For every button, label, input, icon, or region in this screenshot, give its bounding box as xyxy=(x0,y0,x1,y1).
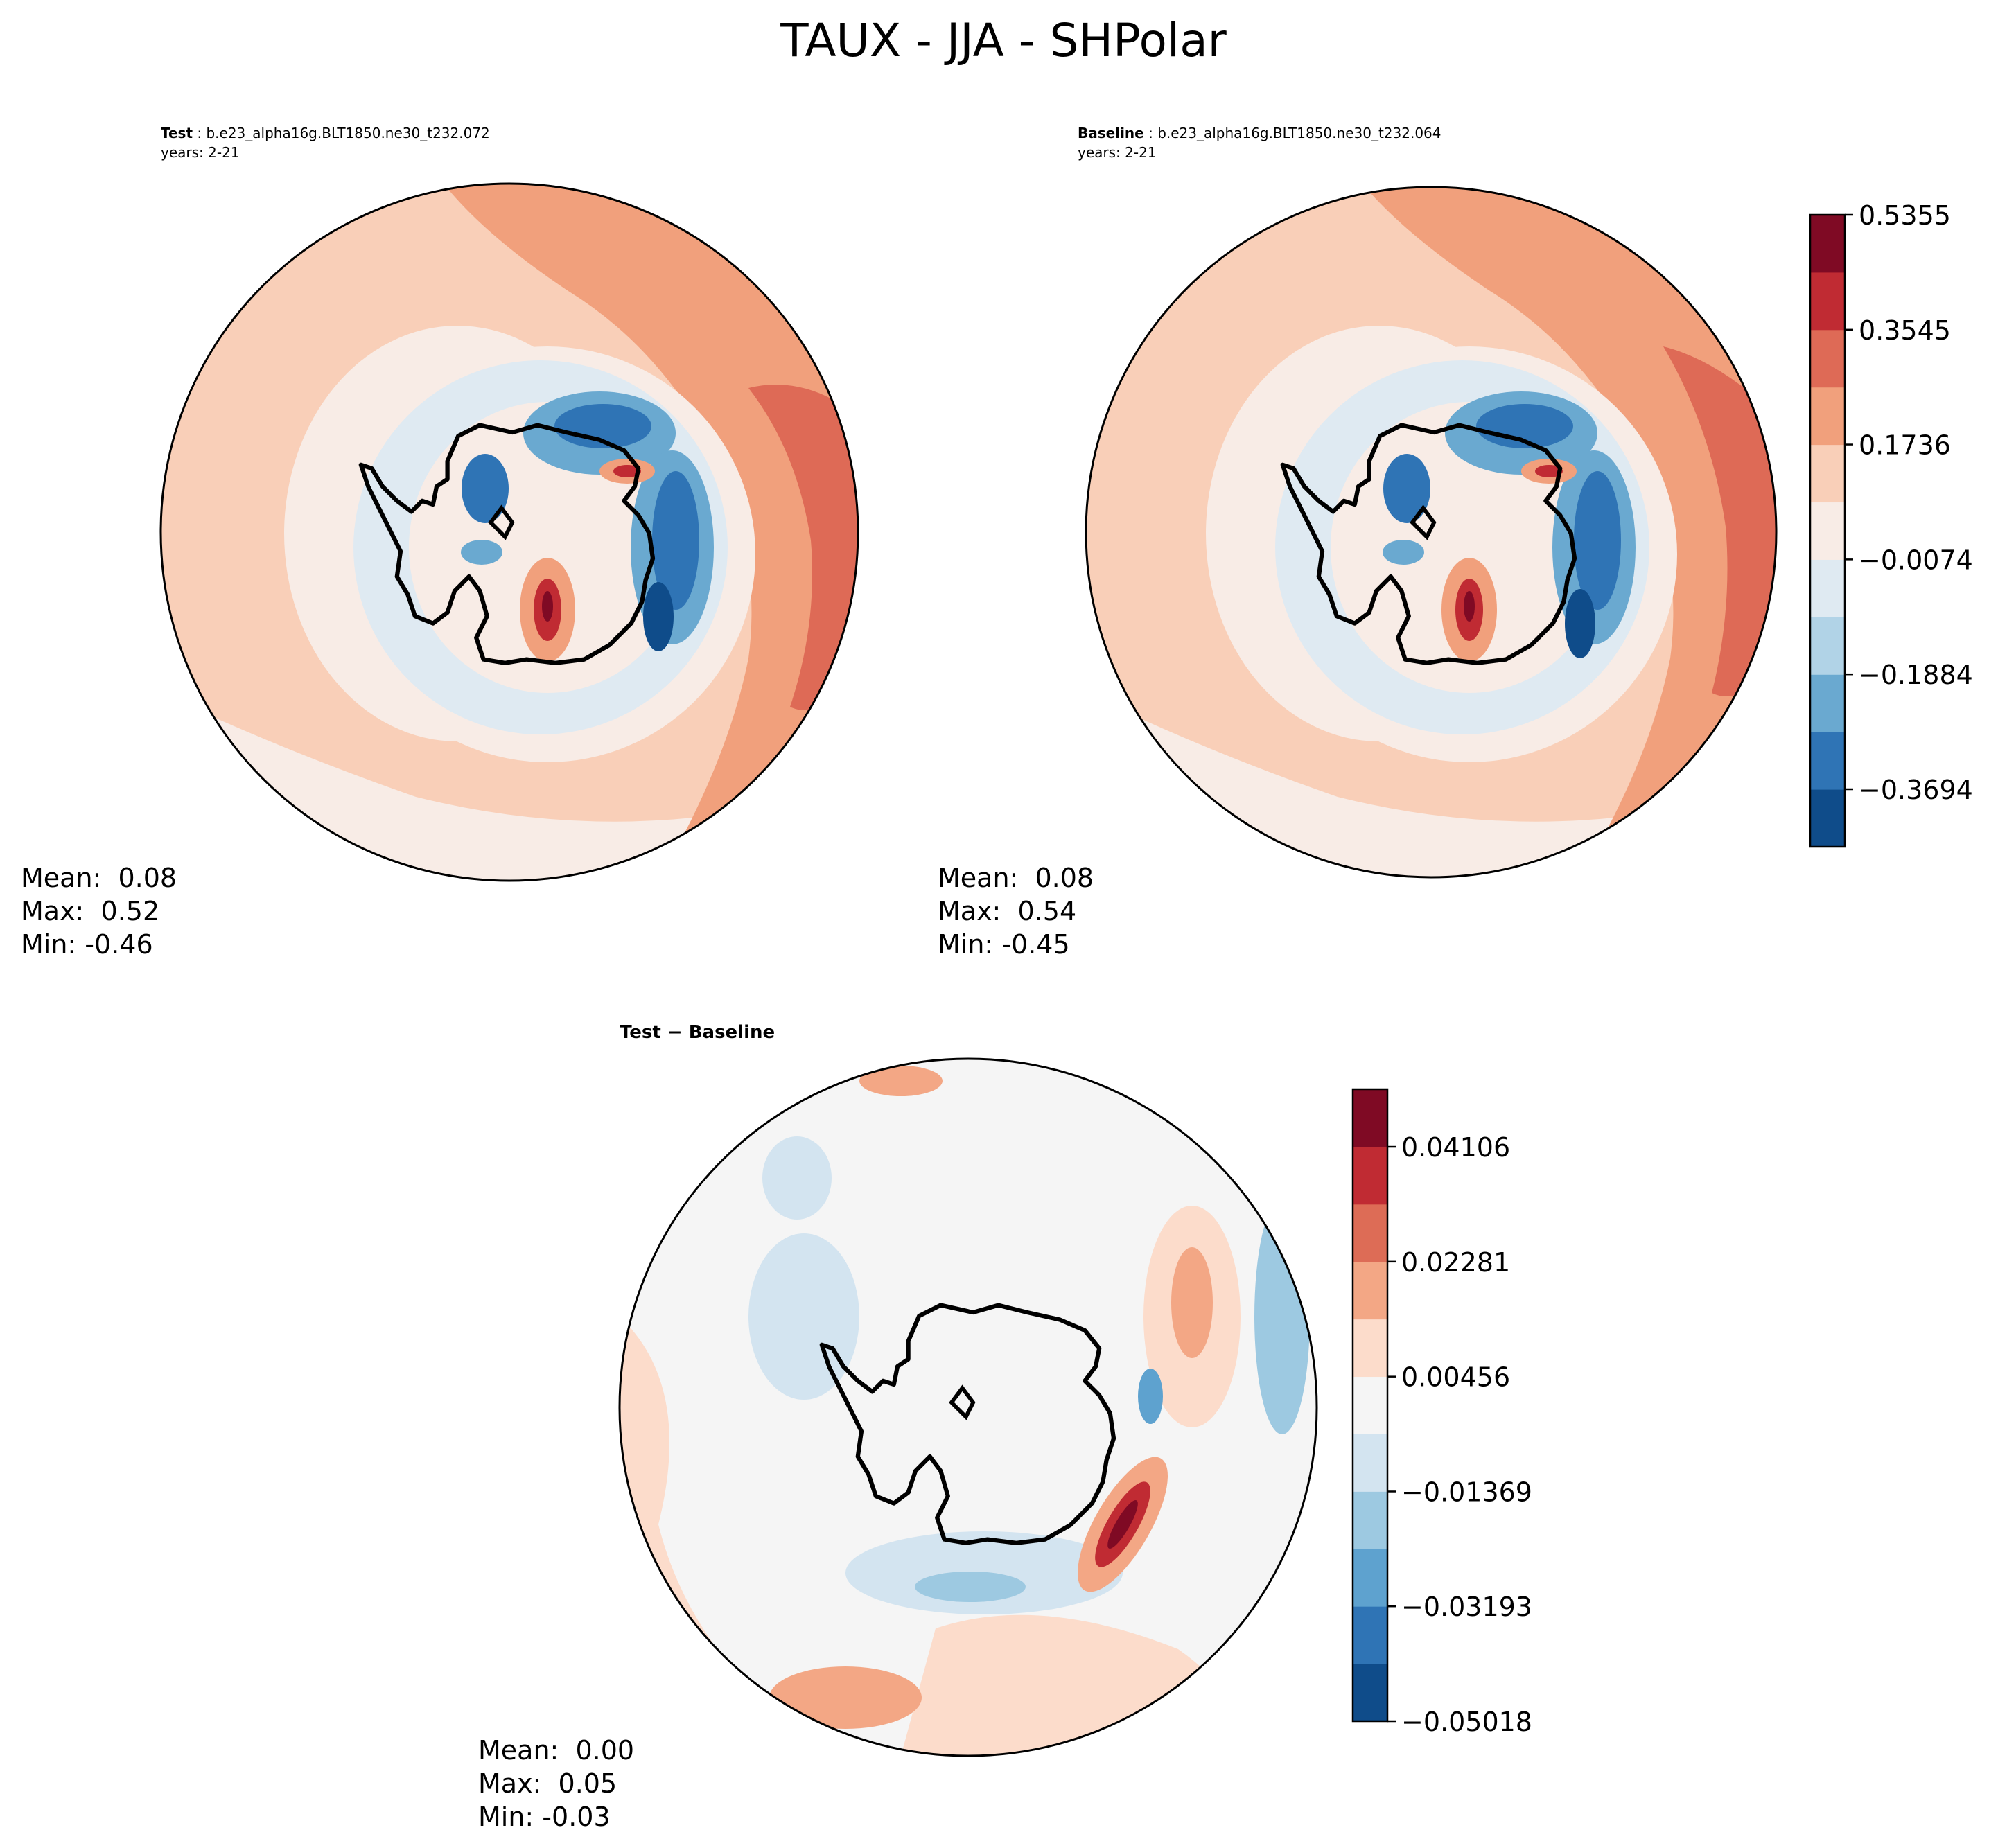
diff-field-band xyxy=(1138,1369,1163,1424)
diff-map-boundary xyxy=(618,1057,1318,1757)
baseline-map-boundary xyxy=(1085,186,1778,879)
colorbar-diff-color-step xyxy=(1353,1261,1387,1320)
figure-title: TAUX - JJA - SHPolar xyxy=(780,14,1227,67)
baseline-years: years: 2-21 xyxy=(1078,144,1157,161)
test-map xyxy=(159,182,859,882)
colorbar-top-tick-label: −0.3694 xyxy=(1859,775,1973,805)
diff-field-band xyxy=(1254,1199,1310,1434)
test-field-band xyxy=(542,591,553,622)
colorbar-diff-tick-label: 0.04106 xyxy=(1401,1132,1510,1163)
test-field-band xyxy=(613,465,641,477)
diff-field-band xyxy=(762,1136,832,1220)
colorbar-top-color-step xyxy=(1810,559,1845,617)
diff-max: Max: 0.05 xyxy=(478,1768,617,1799)
baseline-field-band xyxy=(1565,589,1595,658)
colorbar-top-color-step xyxy=(1810,387,1845,446)
baseline-field-band xyxy=(1535,465,1563,477)
baseline-min: Min: -0.45 xyxy=(938,929,1070,960)
test-field-band xyxy=(748,385,858,710)
colorbar-diff-tick-label: 0.02281 xyxy=(1401,1247,1510,1278)
diff-min: Min: -0.03 xyxy=(478,1802,611,1832)
colorbar-diff-tick-label: 0.00456 xyxy=(1401,1362,1510,1393)
colorbar-top-frame xyxy=(1809,213,1846,848)
colorbar-diff: 0.04106 0.02281 0.00456 −0.01369 −0.03193 −0.… xyxy=(1351,1088,1532,1737)
diff-stats: Mean: 0.00 Max: 0.05 Min: -0.03 xyxy=(478,1734,634,1833)
baseline-field-band xyxy=(1383,540,1424,565)
colorbar-top-color-step xyxy=(1810,502,1845,560)
test-case-name: b.e23_alpha16g.BLT1850.ne30_t232.072 xyxy=(206,125,490,141)
colorbar-diff-color-step xyxy=(1353,1319,1387,1378)
test-max: Max: 0.52 xyxy=(21,896,160,926)
baseline-stats: Mean: 0.08 Max: 0.54 Min: -0.45 xyxy=(938,861,1094,961)
colorbar-diff-color-step xyxy=(1353,1376,1387,1434)
test-field-band xyxy=(643,582,674,651)
colorbar-top-color-step xyxy=(1810,732,1845,790)
colorbar-diff-frame xyxy=(1351,1088,1389,1723)
test-field-band xyxy=(444,184,858,881)
test-mean: Mean: 0.08 xyxy=(21,863,177,893)
baseline-field-band xyxy=(1464,591,1475,622)
test-panel-title: Test : b.e23_alpha16g.BLT1850.ne30_t232.… xyxy=(161,123,490,162)
diff-map xyxy=(618,1057,1318,1757)
diff-field-band xyxy=(1171,1247,1213,1358)
diff-field-band xyxy=(859,1066,943,1096)
test-field-band xyxy=(652,471,699,610)
colorbar-diff-color-step xyxy=(1353,1089,1387,1147)
baseline-separator: : xyxy=(1143,125,1158,141)
colorbar-top-color-step xyxy=(1810,272,1845,331)
colorbar-diff-color-step xyxy=(1353,1606,1387,1664)
test-stats: Mean: 0.08 Max: 0.52 Min: -0.46 xyxy=(21,861,177,961)
colorbar-test-baseline: 0.5355 0.3545 0.1736 −0.0074 −0.1884 −0.3694 xyxy=(1809,200,1973,848)
colorbar-top-color-step xyxy=(1810,329,1845,388)
baseline-field-band xyxy=(1574,471,1621,610)
colorbar-top-tick-label: −0.0074 xyxy=(1859,545,1973,575)
baseline-max: Max: 0.54 xyxy=(938,896,1077,926)
colorbar-diff-color-step xyxy=(1353,1664,1387,1722)
colorbar-top-tick-label: 0.3545 xyxy=(1859,315,1951,346)
colorbar-top-tick-label: 0.5355 xyxy=(1859,200,1951,231)
colorbar-top-color-step xyxy=(1810,674,1845,732)
colorbar-top-color-step xyxy=(1810,789,1845,847)
colorbar-diff-color-step xyxy=(1353,1204,1387,1262)
test-field-band xyxy=(462,454,509,523)
test-separator: : xyxy=(193,125,207,141)
colorbar-top-color-step xyxy=(1810,617,1845,675)
diff-field-band xyxy=(1107,1500,1138,1549)
baseline-panel-title: Baseline : b.e23_alpha16g.BLT1850.ne30_t… xyxy=(1078,123,1441,162)
baseline-field-band xyxy=(1663,346,1776,696)
test-min: Min: -0.46 xyxy=(21,929,153,960)
baseline-label: Baseline xyxy=(1078,125,1144,141)
colorbar-diff-tick-label: −0.05018 xyxy=(1401,1707,1532,1737)
baseline-map xyxy=(1085,186,1778,879)
baseline-mean: Mean: 0.08 xyxy=(938,863,1094,893)
colorbar-top-color-step xyxy=(1810,444,1845,503)
test-map-boundary xyxy=(159,182,859,882)
diff-field-band xyxy=(915,1572,1026,1602)
diff-field-band xyxy=(748,1233,859,1400)
test-years: years: 2-21 xyxy=(161,144,240,161)
diff-panel-title: Test − Baseline xyxy=(620,1022,775,1043)
test-field-band xyxy=(461,540,502,565)
test-label: Test xyxy=(161,125,193,141)
colorbar-diff-color-step xyxy=(1353,1434,1387,1492)
colorbar-diff-tick-label: −0.01369 xyxy=(1401,1477,1532,1507)
colorbar-top-color-step xyxy=(1810,215,1845,273)
colorbar-diff-color-step xyxy=(1353,1491,1387,1549)
colorbar-diff-color-step xyxy=(1353,1549,1387,1607)
diff-field-band xyxy=(769,1666,922,1729)
baseline-field-band xyxy=(1383,454,1430,523)
diff-mean: Mean: 0.00 xyxy=(478,1735,635,1766)
colorbar-diff-tick-label: −0.03193 xyxy=(1401,1592,1532,1622)
colorbar-diff-color-step xyxy=(1353,1146,1387,1205)
colorbar-top-tick-label: −0.1884 xyxy=(1859,660,1973,690)
baseline-case-name: b.e23_alpha16g.BLT1850.ne30_t232.064 xyxy=(1157,125,1441,141)
colorbar-top-tick-label: 0.1736 xyxy=(1859,430,1951,461)
